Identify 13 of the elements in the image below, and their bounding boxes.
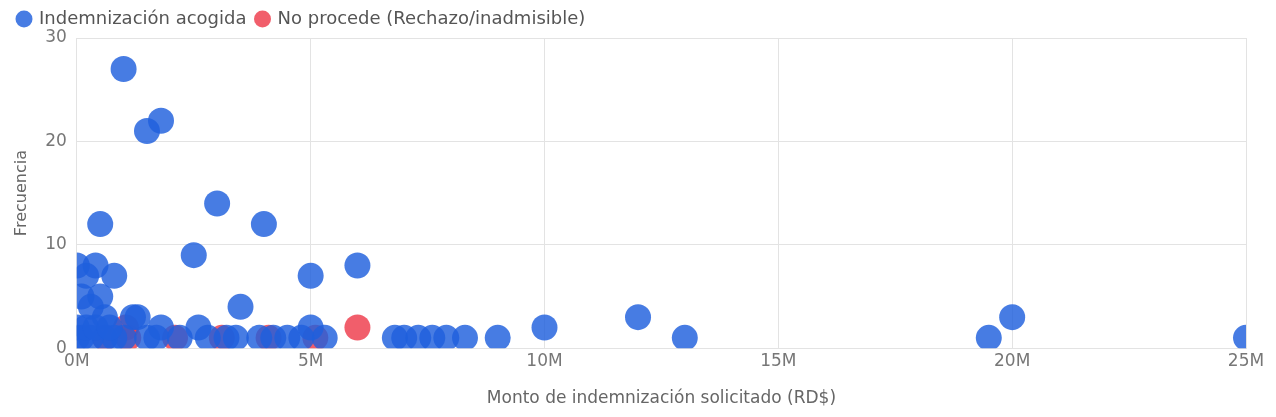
y-tick-label: 20 bbox=[45, 129, 67, 150]
legend-label: Indemnización acogida bbox=[39, 6, 247, 28]
x-tick-label: 5M bbox=[297, 349, 324, 370]
x-tick-label: 10M bbox=[526, 349, 563, 370]
x-tick-label: 0M bbox=[64, 349, 90, 370]
x-tick-label: 20M bbox=[994, 349, 1031, 370]
y-tick-label: 30 bbox=[45, 26, 67, 47]
x-tick-label: 25M bbox=[1227, 349, 1265, 370]
y-tick-label: 10 bbox=[45, 233, 67, 254]
x-tick-label: 15M bbox=[760, 349, 797, 370]
x-axis-title: Monto de indemnización solicitado (RD$) bbox=[486, 387, 837, 408]
legend-label: No procede (Rechazo/inadmisible) bbox=[277, 6, 586, 28]
y-axis-title: Frecuencia bbox=[10, 150, 30, 237]
